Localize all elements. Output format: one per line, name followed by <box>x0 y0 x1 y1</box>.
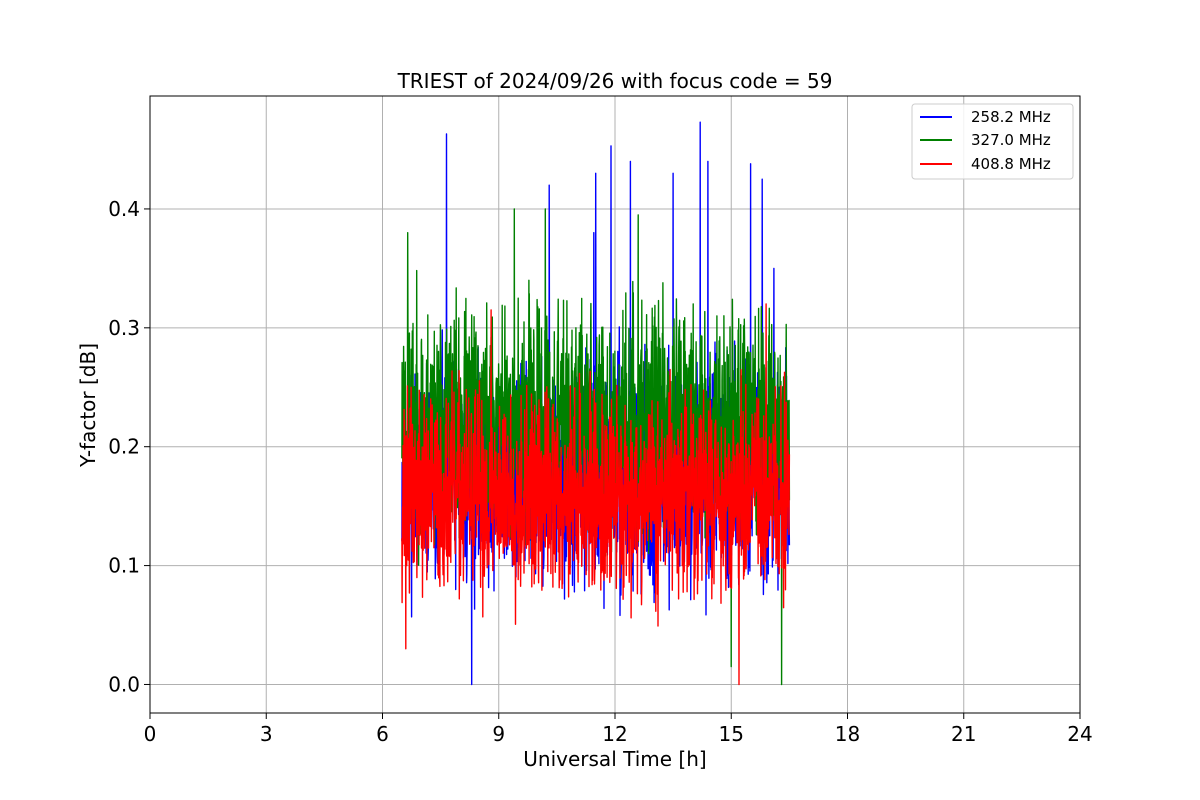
legend-label-258-mhz: 258.2 MHz <box>971 108 1051 126</box>
y-axis-ticks: 0.0 0.1 0.2 0.3 0.4 <box>108 197 150 696</box>
y-tick-label: 0.1 <box>108 554 140 578</box>
x-tick-label: 12 <box>602 722 627 746</box>
x-tick-label: 9 <box>492 722 505 746</box>
x-axis-label: Universal Time [h] <box>523 747 706 771</box>
y-tick-label: 0.4 <box>108 197 140 221</box>
legend: 258.2 MHz 327.0 MHz 408.8 MHz <box>911 103 1074 180</box>
x-axis-ticks: 0 3 6 9 12 15 18 21 24 <box>144 713 1093 746</box>
legend-label-408-mhz: 408.8 MHz <box>971 155 1051 173</box>
y-tick-label: 0.3 <box>108 316 140 340</box>
x-tick-label: 3 <box>260 722 273 746</box>
y-axis-label: Y-factor [dB] <box>76 343 100 468</box>
legend-label-327-mhz: 327.0 MHz <box>971 131 1051 149</box>
y-tick-label: 0.0 <box>108 672 140 696</box>
legend-box <box>911 103 1074 180</box>
x-tick-label: 24 <box>1067 722 1092 746</box>
x-tick-label: 6 <box>376 722 389 746</box>
series-layer <box>401 121 791 686</box>
x-tick-label: 15 <box>719 722 744 746</box>
y-tick-label: 0.2 <box>108 435 140 459</box>
x-tick-label: 0 <box>144 722 157 746</box>
chart-title: TRIEST of 2024/09/26 with focus code = 5… <box>397 69 833 93</box>
x-tick-label: 21 <box>951 722 976 746</box>
x-tick-label: 18 <box>835 722 860 746</box>
series-line-2 <box>401 303 791 686</box>
